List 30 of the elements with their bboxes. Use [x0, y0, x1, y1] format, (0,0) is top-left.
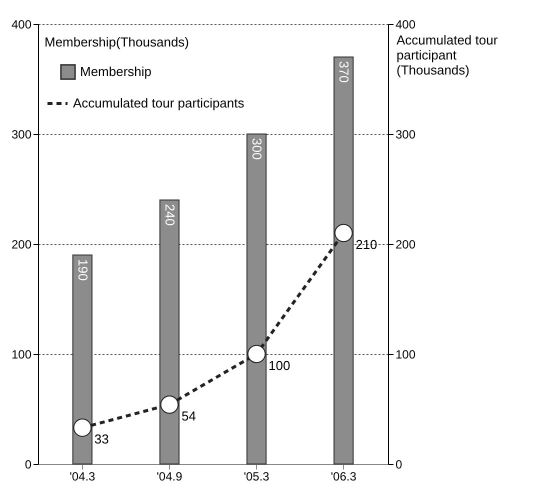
data-label: 54	[181, 408, 196, 424]
data-label: 300	[250, 138, 265, 160]
y-tick-label: 400	[11, 18, 32, 32]
y2-tick-label: 100	[396, 348, 416, 362]
y-tick-label: 300	[11, 128, 32, 142]
x-tick-label: '06.3	[330, 470, 357, 484]
legend-label: Accumulated tour participants	[73, 96, 245, 110]
data-label: 33	[94, 432, 109, 447]
point	[160, 395, 179, 414]
y-tick-label: 0	[24, 458, 32, 472]
point	[334, 224, 353, 242]
y2-tick-label: 200	[396, 238, 416, 252]
y-tick-label: 200	[11, 238, 32, 252]
y2-tick-label: 400	[396, 18, 416, 32]
point	[73, 418, 92, 437]
x-tick-label: '04.3	[70, 470, 96, 484]
y-axis-title: Membership(Thousands)	[44, 34, 190, 50]
legend-label: Membership	[80, 64, 152, 79]
data-label: 370	[336, 61, 352, 83]
y2-tick-label: 300	[396, 128, 416, 142]
data-label: 190	[75, 259, 90, 281]
y-tick-label: 100	[11, 348, 32, 362]
x-tick-label: '04.9	[156, 470, 183, 484]
y2-tick-label: 0	[396, 458, 402, 472]
data-label: 210	[356, 237, 378, 252]
point	[247, 344, 266, 364]
data-label: 240	[162, 204, 178, 226]
data-label: 100	[268, 358, 290, 373]
x-tick-label: '05.3	[244, 470, 270, 484]
y2-axis-title: Accumulated tour participant (Thousands)	[396, 32, 498, 78]
